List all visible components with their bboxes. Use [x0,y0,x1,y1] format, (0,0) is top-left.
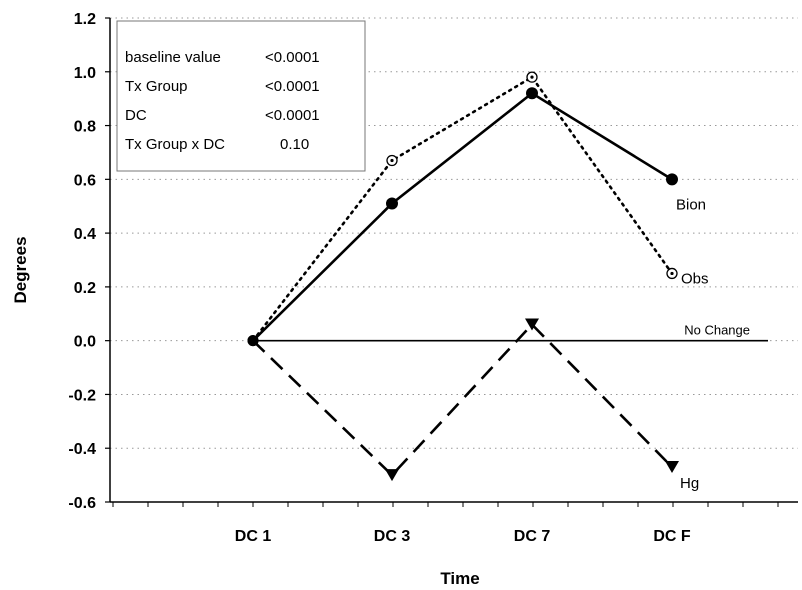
stats-row-value: <0.0001 [265,78,320,95]
y-tick-label: 0.4 [74,226,96,243]
y-tick-label: 0.6 [74,172,96,189]
y-tick-label: 0.2 [74,280,96,297]
data-point [386,197,398,210]
y-tick-label: 0.8 [74,119,96,136]
x-axis-title: Time [440,569,479,588]
reference-line-group: No Change [253,323,768,342]
series-label-bion: Bion [676,196,706,213]
series-bion: Bion [247,87,706,347]
series-hg: Hg [247,318,699,492]
stats-row-value: 0.10 [280,136,309,153]
stats-row-label: DC [125,107,147,124]
x-tick-label: DC 1 [235,528,272,545]
stats-table: baseline value <0.0001 Tx Group <0.0001 DC <0… [116,20,366,172]
x-tick-labels: DC 1 DC 3 DC 7 DC F [235,528,691,545]
x-tick-label: DC F [653,528,691,545]
stats-table-frame [116,20,366,172]
stats-row-value: <0.0001 [265,107,320,124]
x-tick-label: DC 7 [514,528,551,545]
x-tick-label: DC 3 [374,528,411,545]
stats-row-label: Tx Group [125,78,188,95]
y-tick-label: -0.4 [68,441,96,458]
series-label-hg: Hg [680,475,699,492]
series-line-bion [252,91,673,342]
data-point [666,173,678,186]
data-point [526,87,538,100]
y-tick-label: -0.2 [68,387,96,404]
y-axis-title: Degrees [11,236,30,303]
axes [105,17,798,507]
data-point [665,461,679,474]
no-change-label: No Change [684,323,750,338]
series-line-obs [251,75,674,342]
series-label-obs: Obs [681,270,709,287]
stats-row-label: baseline value [125,49,221,66]
data-point [526,71,538,83]
data-point [525,318,539,331]
y-tick-label: 1.0 [74,65,96,82]
series-line-hg [252,322,673,477]
y-tick-label: -0.6 [68,495,96,512]
y-tick-labels: 1.2 1.0 0.8 0.6 0.4 0.2 0.0 -0.2 -0.4 -0.6 [68,11,96,512]
stats-row-value: <0.0001 [265,49,320,66]
y-tick-label: 0.0 [74,334,96,351]
series-layer: Bion Obs Hg [247,71,709,492]
data-point [386,154,398,167]
y-tick-label: 1.2 [74,11,96,28]
stats-row-label: Tx Group x DC [125,136,225,153]
data-point [385,469,399,482]
data-point [666,267,678,280]
